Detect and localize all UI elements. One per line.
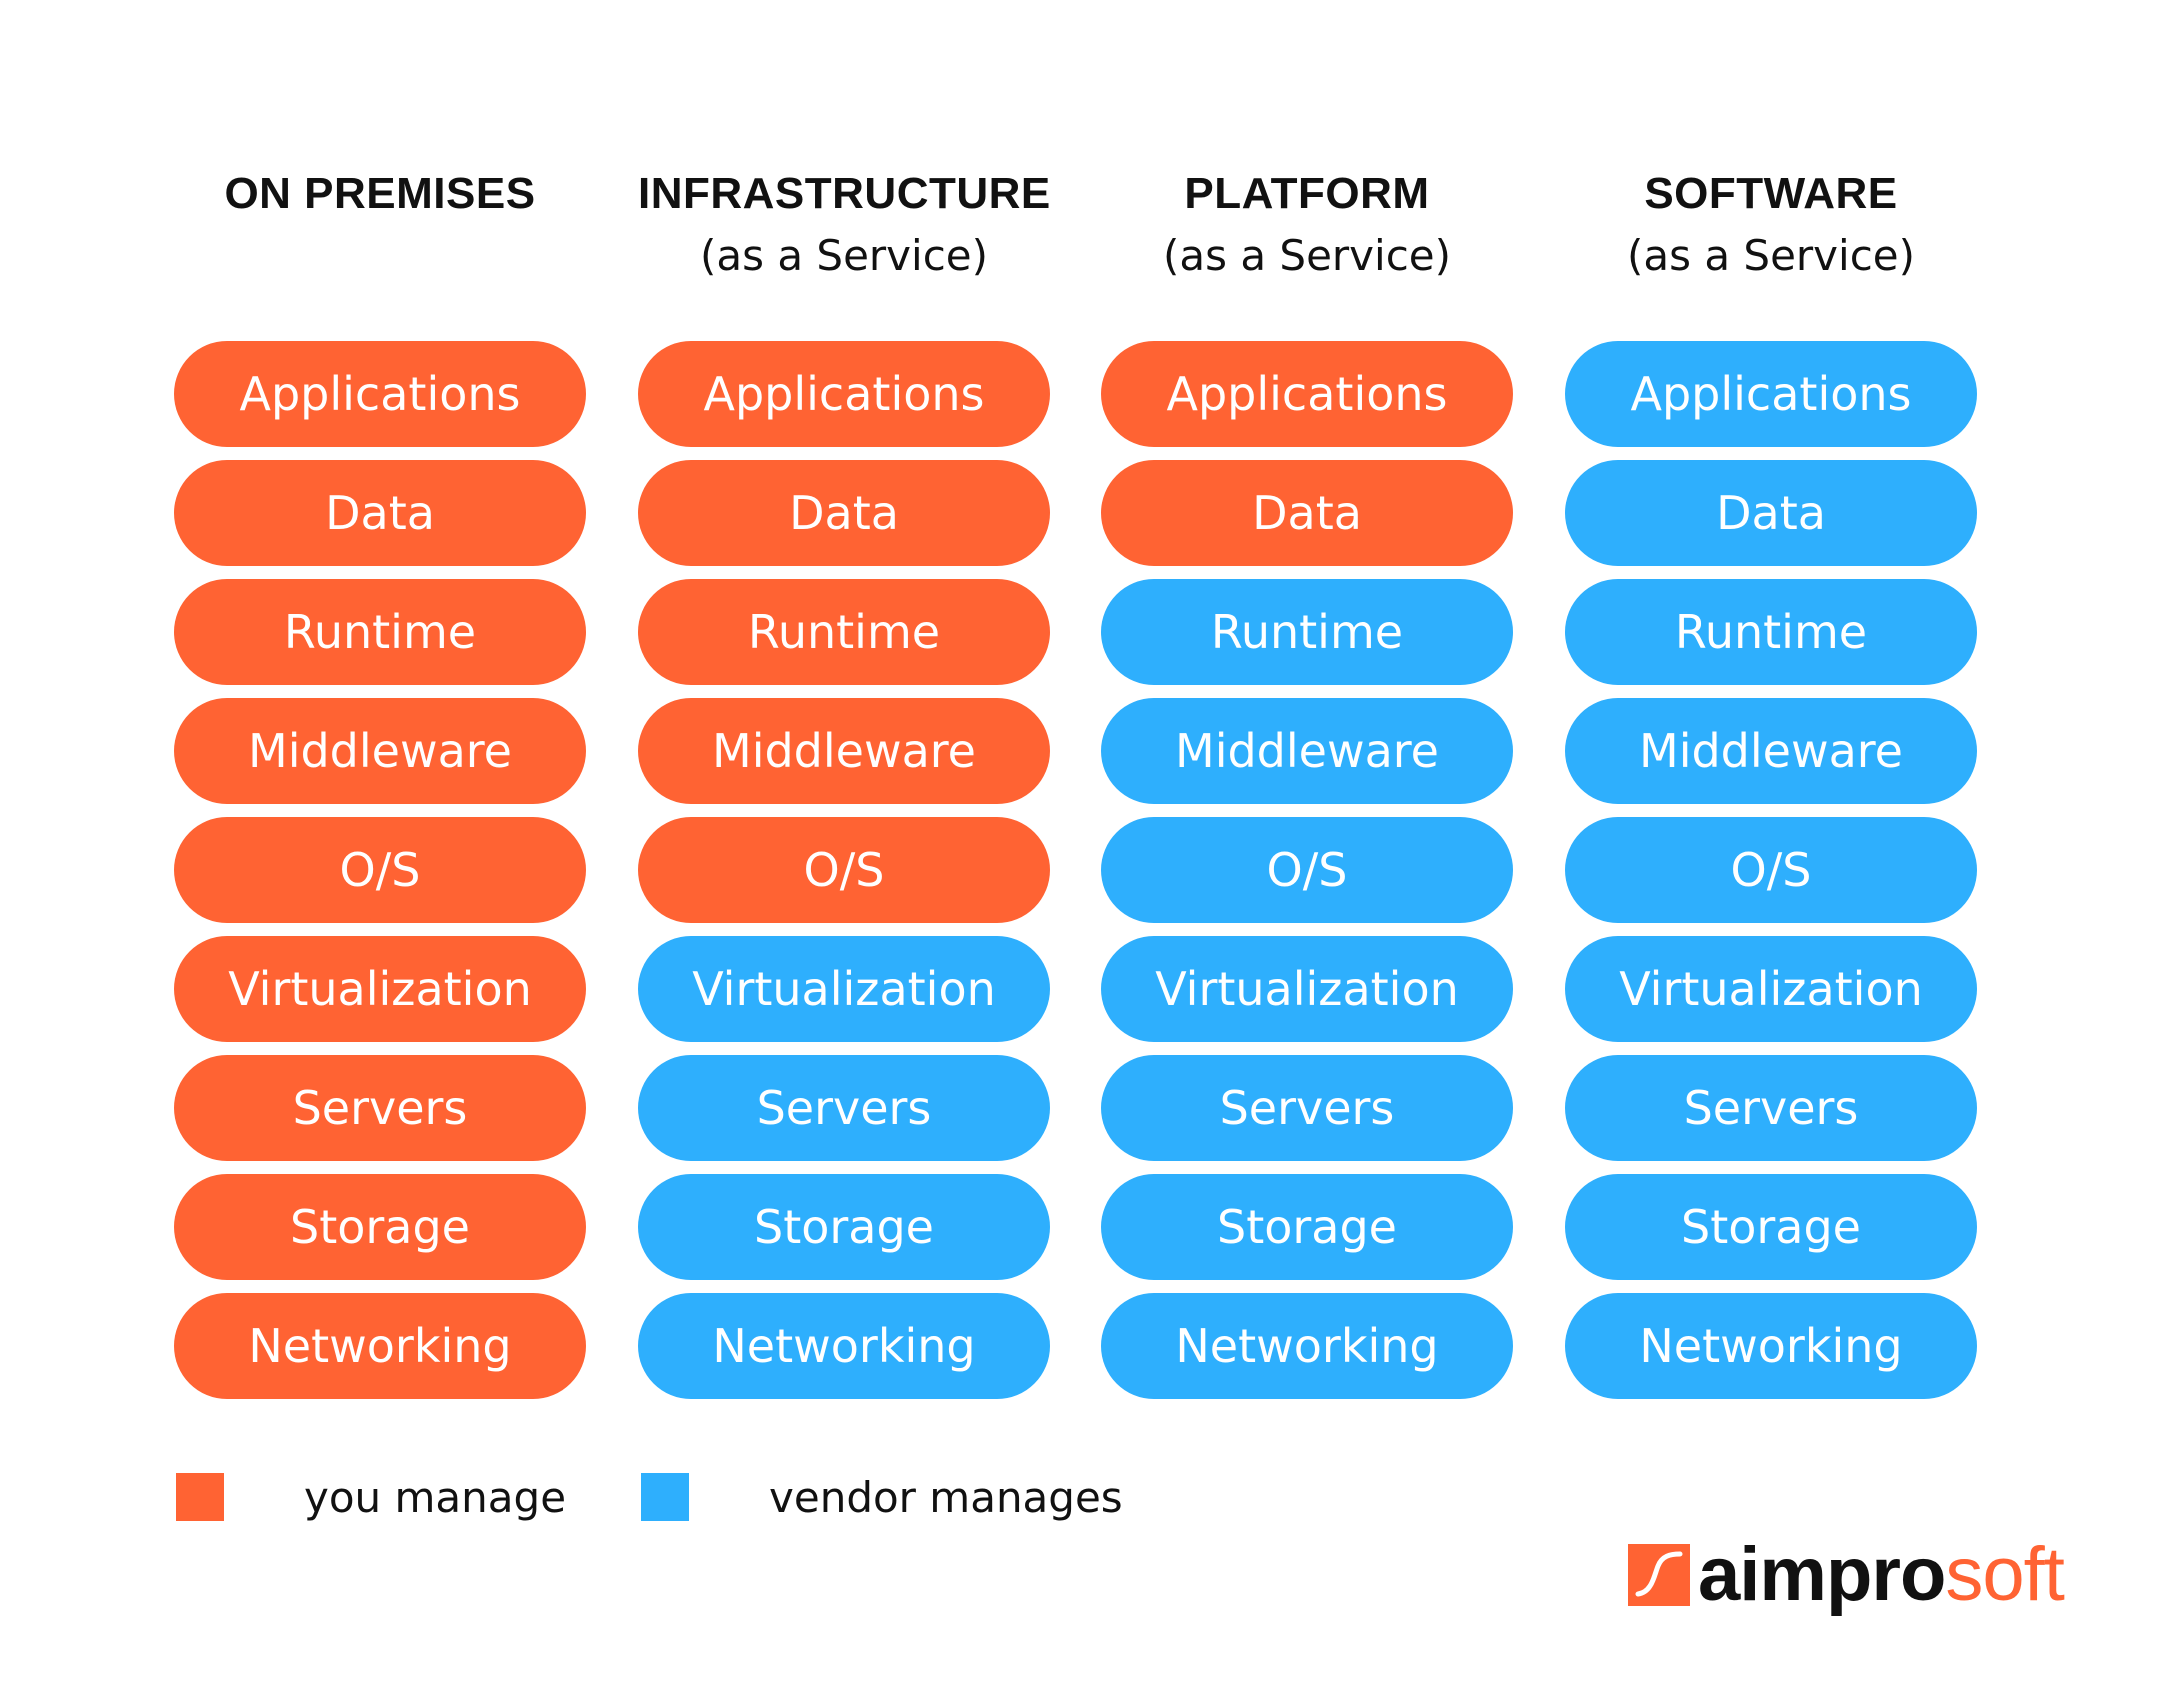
layer-pill: Storage — [174, 1174, 586, 1280]
layer-pill: Runtime — [1565, 579, 1977, 685]
layer-label: Data — [1716, 486, 1826, 540]
layer-pill: Servers — [638, 1055, 1050, 1161]
layer-pill: Runtime — [174, 579, 586, 685]
layer-label: Storage — [290, 1200, 470, 1254]
column-header: INFRASTRUCTURE (as a Service) — [638, 162, 1050, 286]
layer-label: O/S — [339, 843, 421, 897]
layer-label: Storage — [754, 1200, 934, 1254]
layer-pill: O/S — [638, 817, 1050, 923]
aimprosoft-logo: aimprosoft — [1628, 1530, 2065, 1620]
layer-pill: Middleware — [1101, 698, 1513, 804]
column-header: ON PREMISES — [174, 162, 586, 226]
layer-label: Servers — [1219, 1081, 1395, 1135]
layer-label: Virtualization — [1155, 962, 1459, 1016]
legend-swatch-you — [176, 1473, 224, 1521]
logo-text-dark: aimpro — [1698, 1532, 1946, 1617]
column-title: ON PREMISES — [224, 169, 536, 218]
layer-label: Networking — [1639, 1319, 1903, 1373]
layer-pill: Storage — [1101, 1174, 1513, 1280]
layer-label: O/S — [1266, 843, 1348, 897]
column-title: PLATFORM — [1184, 169, 1430, 218]
layer-pill: Servers — [174, 1055, 586, 1161]
layer-pill: Runtime — [1101, 579, 1513, 685]
column-header: SOFTWARE (as a Service) — [1565, 162, 1977, 286]
layer-pill: Servers — [1101, 1055, 1513, 1161]
layer-pill: Runtime — [638, 579, 1050, 685]
layer-label: Data — [1252, 486, 1362, 540]
column-title: SOFTWARE — [1644, 169, 1898, 218]
layer-pill: Servers — [1565, 1055, 1977, 1161]
column-header: PLATFORM (as a Service) — [1101, 162, 1513, 286]
layer-pill: Virtualization — [1565, 936, 1977, 1042]
layer-pill: Networking — [638, 1293, 1050, 1399]
layer-label: Networking — [712, 1319, 976, 1373]
legend-label-you: you manage — [304, 1472, 567, 1522]
logo-text-accent: soft — [1945, 1532, 2064, 1617]
column-subtitle: (as a Service) — [699, 231, 989, 280]
layer-pill: O/S — [1101, 817, 1513, 923]
layer-pill: Middleware — [1565, 698, 1977, 804]
layer-pill: Networking — [1101, 1293, 1513, 1399]
layer-label: Storage — [1681, 1200, 1861, 1254]
layer-pill: Applications — [638, 341, 1050, 447]
layer-label: Applications — [239, 367, 521, 421]
layer-pill: Applications — [1101, 341, 1513, 447]
legend-swatch-vendor — [641, 1473, 689, 1521]
layer-label: Middleware — [1639, 724, 1903, 778]
layer-label: Networking — [1175, 1319, 1439, 1373]
layer-label: Servers — [756, 1081, 932, 1135]
layer-pill: O/S — [174, 817, 586, 923]
layer-label: Virtualization — [692, 962, 996, 1016]
layer-label: Middleware — [248, 724, 512, 778]
logo-wordmark: aimprosoft — [1698, 1530, 2065, 1620]
layer-pill: Data — [1565, 460, 1977, 566]
layer-pill: Virtualization — [174, 936, 586, 1042]
layer-label: Applications — [703, 367, 985, 421]
layer-pill: Applications — [174, 341, 586, 447]
column-title: INFRASTRUCTURE — [638, 169, 1051, 218]
layer-label: Middleware — [1175, 724, 1439, 778]
layer-pill: Data — [1101, 460, 1513, 566]
layer-label: Data — [325, 486, 435, 540]
layer-pill: Networking — [174, 1293, 586, 1399]
layer-label: Applications — [1630, 367, 1912, 421]
layer-label: Runtime — [1674, 605, 1868, 659]
layer-pill: Virtualization — [638, 936, 1050, 1042]
layer-label: O/S — [1730, 843, 1812, 897]
layer-label: Runtime — [283, 605, 477, 659]
layer-pill: Data — [638, 460, 1050, 566]
layer-label: Networking — [248, 1319, 512, 1373]
layer-pill: Storage — [1565, 1174, 1977, 1280]
layer-label: Data — [789, 486, 899, 540]
layer-label: Servers — [292, 1081, 468, 1135]
layer-pill: Storage — [638, 1174, 1050, 1280]
layer-pill: Networking — [1565, 1293, 1977, 1399]
column-subtitle: (as a Service) — [1626, 231, 1916, 280]
legend-vendor-manages: vendor manages — [641, 1472, 1123, 1522]
layer-pill: Data — [174, 460, 586, 566]
layer-label: Storage — [1217, 1200, 1397, 1254]
layer-label: Applications — [1166, 367, 1448, 421]
layer-label: Middleware — [712, 724, 976, 778]
layer-pill: Middleware — [638, 698, 1050, 804]
layer-pill: Middleware — [174, 698, 586, 804]
legend-you-manage: you manage — [176, 1472, 567, 1522]
layer-label: Virtualization — [1619, 962, 1923, 1016]
layer-pill: Virtualization — [1101, 936, 1513, 1042]
layer-pill: O/S — [1565, 817, 1977, 923]
layer-label: Servers — [1683, 1081, 1859, 1135]
column-subtitle: (as a Service) — [1162, 231, 1452, 280]
legend-label-vendor: vendor manages — [769, 1472, 1123, 1522]
layer-pill: Applications — [1565, 341, 1977, 447]
layer-label: Virtualization — [228, 962, 532, 1016]
layer-label: Runtime — [1210, 605, 1404, 659]
logo-mark-icon — [1628, 1544, 1690, 1606]
layer-label: O/S — [803, 843, 885, 897]
layer-label: Runtime — [747, 605, 941, 659]
